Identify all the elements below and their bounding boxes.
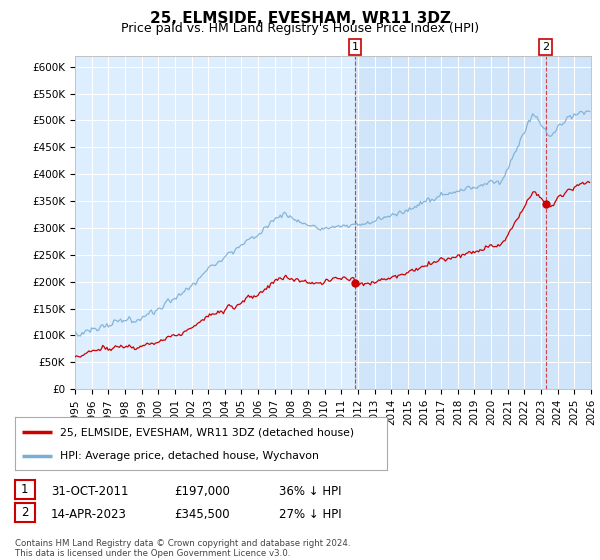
Text: 2: 2 bbox=[542, 42, 549, 52]
Text: 2: 2 bbox=[21, 506, 29, 519]
Bar bbox=[355, 56, 591, 389]
Text: 1: 1 bbox=[352, 42, 359, 52]
Text: 1: 1 bbox=[21, 483, 29, 496]
Text: 27% ↓ HPI: 27% ↓ HPI bbox=[279, 507, 341, 521]
Text: Price paid vs. HM Land Registry's House Price Index (HPI): Price paid vs. HM Land Registry's House … bbox=[121, 22, 479, 35]
Text: £197,000: £197,000 bbox=[174, 484, 230, 498]
Text: Contains HM Land Registry data © Crown copyright and database right 2024.
This d: Contains HM Land Registry data © Crown c… bbox=[15, 539, 350, 558]
Text: HPI: Average price, detached house, Wychavon: HPI: Average price, detached house, Wych… bbox=[59, 450, 319, 460]
Text: 25, ELMSIDE, EVESHAM, WR11 3DZ: 25, ELMSIDE, EVESHAM, WR11 3DZ bbox=[149, 11, 451, 26]
Text: 31-OCT-2011: 31-OCT-2011 bbox=[51, 484, 128, 498]
Text: 14-APR-2023: 14-APR-2023 bbox=[51, 507, 127, 521]
Text: 25, ELMSIDE, EVESHAM, WR11 3DZ (detached house): 25, ELMSIDE, EVESHAM, WR11 3DZ (detached… bbox=[59, 427, 354, 437]
Text: £345,500: £345,500 bbox=[174, 507, 230, 521]
Text: 36% ↓ HPI: 36% ↓ HPI bbox=[279, 484, 341, 498]
